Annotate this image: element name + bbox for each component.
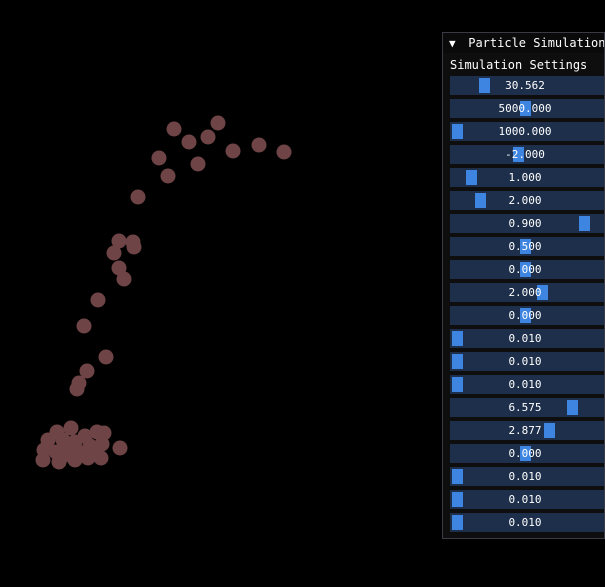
window-title: Particle Simulation (468, 36, 604, 50)
slider-0[interactable]: 30.562 (450, 76, 604, 95)
slider-value-15: 2.877 (508, 424, 542, 437)
particle (93, 450, 109, 466)
collapse-arrow-icon[interactable]: ▼ (449, 37, 456, 50)
slider-grab-13[interactable] (452, 377, 463, 392)
slider-grab-17[interactable] (452, 469, 463, 484)
slider-12[interactable]: 0.010 (450, 352, 604, 371)
slider-18[interactable]: 0.010 (450, 490, 604, 509)
particle (190, 156, 206, 172)
slider-grab-16[interactable] (519, 446, 531, 461)
particle (166, 121, 182, 137)
particle (76, 318, 92, 334)
slider-value-0: 30.562 (505, 79, 545, 92)
slider-8[interactable]: 0.000 (450, 260, 604, 279)
particle (35, 452, 51, 468)
particle (200, 129, 216, 145)
slider-grab-5[interactable] (474, 193, 486, 208)
slider-grab-10[interactable] (519, 308, 531, 323)
slider-list: 30.562 5000.000 1000.000 -2.000 1.000 2.000 0.… (450, 76, 604, 536)
particle (251, 137, 267, 153)
particle (160, 168, 176, 184)
slider-grab-4[interactable] (465, 170, 477, 185)
particle (63, 420, 79, 436)
slider-value-1: 5000.000 (498, 102, 552, 115)
slider-5[interactable]: 2.000 (450, 191, 604, 210)
slider-value-13: 0.010 (508, 378, 542, 391)
particle (151, 150, 167, 166)
slider-6[interactable]: 0.900 (450, 214, 604, 233)
slider-grab-0[interactable] (479, 78, 490, 93)
particle (225, 143, 241, 159)
slider-grab-6[interactable] (578, 216, 590, 231)
slider-16[interactable]: 0.000 (450, 444, 604, 463)
slider-value-6: 0.900 (508, 217, 542, 230)
slider-value-14: 6.575 (508, 401, 542, 414)
slider-4[interactable]: 1.000 (450, 168, 604, 187)
slider-13[interactable]: 0.010 (450, 375, 604, 394)
slider-grab-19[interactable] (452, 515, 463, 530)
slider-grab-11[interactable] (452, 331, 463, 346)
slider-11[interactable]: 0.010 (450, 329, 604, 348)
slider-grab-2[interactable] (452, 124, 463, 139)
window-titlebar[interactable]: ▼ Particle Simulation (443, 33, 604, 53)
slider-10[interactable]: 0.000 (450, 306, 604, 325)
slider-3[interactable]: -2.000 (450, 145, 604, 164)
particle (106, 245, 122, 261)
simulation-settings-header: Simulation Settings (450, 58, 588, 72)
particle (80, 450, 96, 466)
slider-value-11: 0.010 (508, 332, 542, 345)
particle (79, 363, 95, 379)
particle-simulation-window[interactable]: ▼ Particle Simulation Simulation Setting… (442, 32, 605, 539)
slider-grab-18[interactable] (452, 492, 463, 507)
slider-value-8: 0.000 (508, 263, 542, 276)
slider-value-10: 0.000 (508, 309, 542, 322)
particle (57, 447, 73, 463)
particle (69, 381, 85, 397)
slider-value-3: -2.000 (505, 148, 545, 161)
particle (90, 292, 106, 308)
slider-grab-7[interactable] (519, 239, 531, 254)
particle-canvas (35, 115, 292, 470)
particle (276, 144, 292, 160)
slider-value-2: 1000.000 (498, 125, 552, 138)
particle (111, 233, 127, 249)
slider-value-4: 1.000 (508, 171, 542, 184)
slider-grab-3[interactable] (512, 147, 524, 162)
particle (181, 134, 197, 150)
particle (116, 271, 132, 287)
slider-15[interactable]: 2.877 (450, 421, 604, 440)
slider-9[interactable]: 2.000 (450, 283, 604, 302)
slider-value-9: 2.000 (508, 286, 542, 299)
particle (112, 440, 128, 456)
slider-value-7: 0.500 (508, 240, 542, 253)
slider-value-12: 0.010 (508, 355, 542, 368)
slider-value-16: 0.000 (508, 447, 542, 460)
slider-value-17: 0.010 (508, 470, 542, 483)
slider-1[interactable]: 5000.000 (450, 99, 604, 118)
particle (210, 115, 226, 131)
slider-2[interactable]: 1000.000 (450, 122, 604, 141)
slider-value-5: 2.000 (508, 194, 542, 207)
slider-grab-12[interactable] (452, 354, 463, 369)
slider-value-18: 0.010 (508, 493, 542, 506)
slider-17[interactable]: 0.010 (450, 467, 604, 486)
slider-grab-15[interactable] (543, 423, 555, 438)
slider-grab-9[interactable] (537, 285, 549, 300)
slider-14[interactable]: 6.575 (450, 398, 604, 417)
particle (126, 239, 142, 255)
slider-7[interactable]: 0.500 (450, 237, 604, 256)
slider-grab-14[interactable] (566, 400, 578, 415)
slider-grab-8[interactable] (519, 262, 531, 277)
slider-value-19: 0.010 (508, 516, 542, 529)
particle (98, 349, 114, 365)
slider-19[interactable]: 0.010 (450, 513, 604, 532)
slider-grab-1[interactable] (519, 101, 531, 116)
particle (130, 189, 146, 205)
